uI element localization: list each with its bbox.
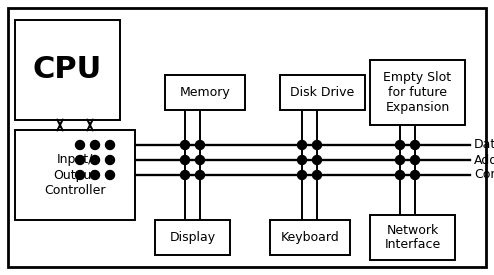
Text: Disk Drive: Disk Drive <box>290 86 355 99</box>
Circle shape <box>196 141 205 150</box>
Circle shape <box>90 170 99 180</box>
Circle shape <box>106 170 115 180</box>
Bar <box>165 75 245 110</box>
Bar <box>270 220 350 255</box>
Text: Address: Address <box>474 153 494 166</box>
Circle shape <box>76 155 84 164</box>
Circle shape <box>180 170 190 180</box>
Bar <box>15 130 135 220</box>
Text: Memory: Memory <box>180 86 230 99</box>
Circle shape <box>313 155 322 164</box>
Bar <box>15 20 120 120</box>
Bar <box>370 60 465 125</box>
Circle shape <box>396 141 405 150</box>
Circle shape <box>180 155 190 164</box>
Text: Display: Display <box>169 231 215 244</box>
Circle shape <box>90 155 99 164</box>
Circle shape <box>411 155 419 164</box>
Circle shape <box>76 170 84 180</box>
Circle shape <box>297 141 306 150</box>
Circle shape <box>196 155 205 164</box>
Text: CPU: CPU <box>33 56 102 84</box>
Bar <box>155 220 230 255</box>
Circle shape <box>106 141 115 150</box>
Circle shape <box>196 170 205 180</box>
Bar <box>280 75 365 110</box>
Text: Keyboard: Keyboard <box>281 231 339 244</box>
Text: Empty Slot
for future
Expansion: Empty Slot for future Expansion <box>383 71 452 114</box>
Circle shape <box>411 141 419 150</box>
Circle shape <box>313 170 322 180</box>
Circle shape <box>106 155 115 164</box>
Circle shape <box>297 170 306 180</box>
Text: Network
Interface: Network Interface <box>384 224 441 252</box>
Text: Data: Data <box>474 139 494 152</box>
Circle shape <box>396 155 405 164</box>
Circle shape <box>313 141 322 150</box>
Circle shape <box>180 141 190 150</box>
Circle shape <box>411 170 419 180</box>
Circle shape <box>297 155 306 164</box>
Text: Input/
Output
Controller: Input/ Output Controller <box>44 153 106 197</box>
Text: Control: Control <box>474 169 494 182</box>
Circle shape <box>76 141 84 150</box>
Circle shape <box>90 141 99 150</box>
Circle shape <box>396 170 405 180</box>
Bar <box>370 215 455 260</box>
